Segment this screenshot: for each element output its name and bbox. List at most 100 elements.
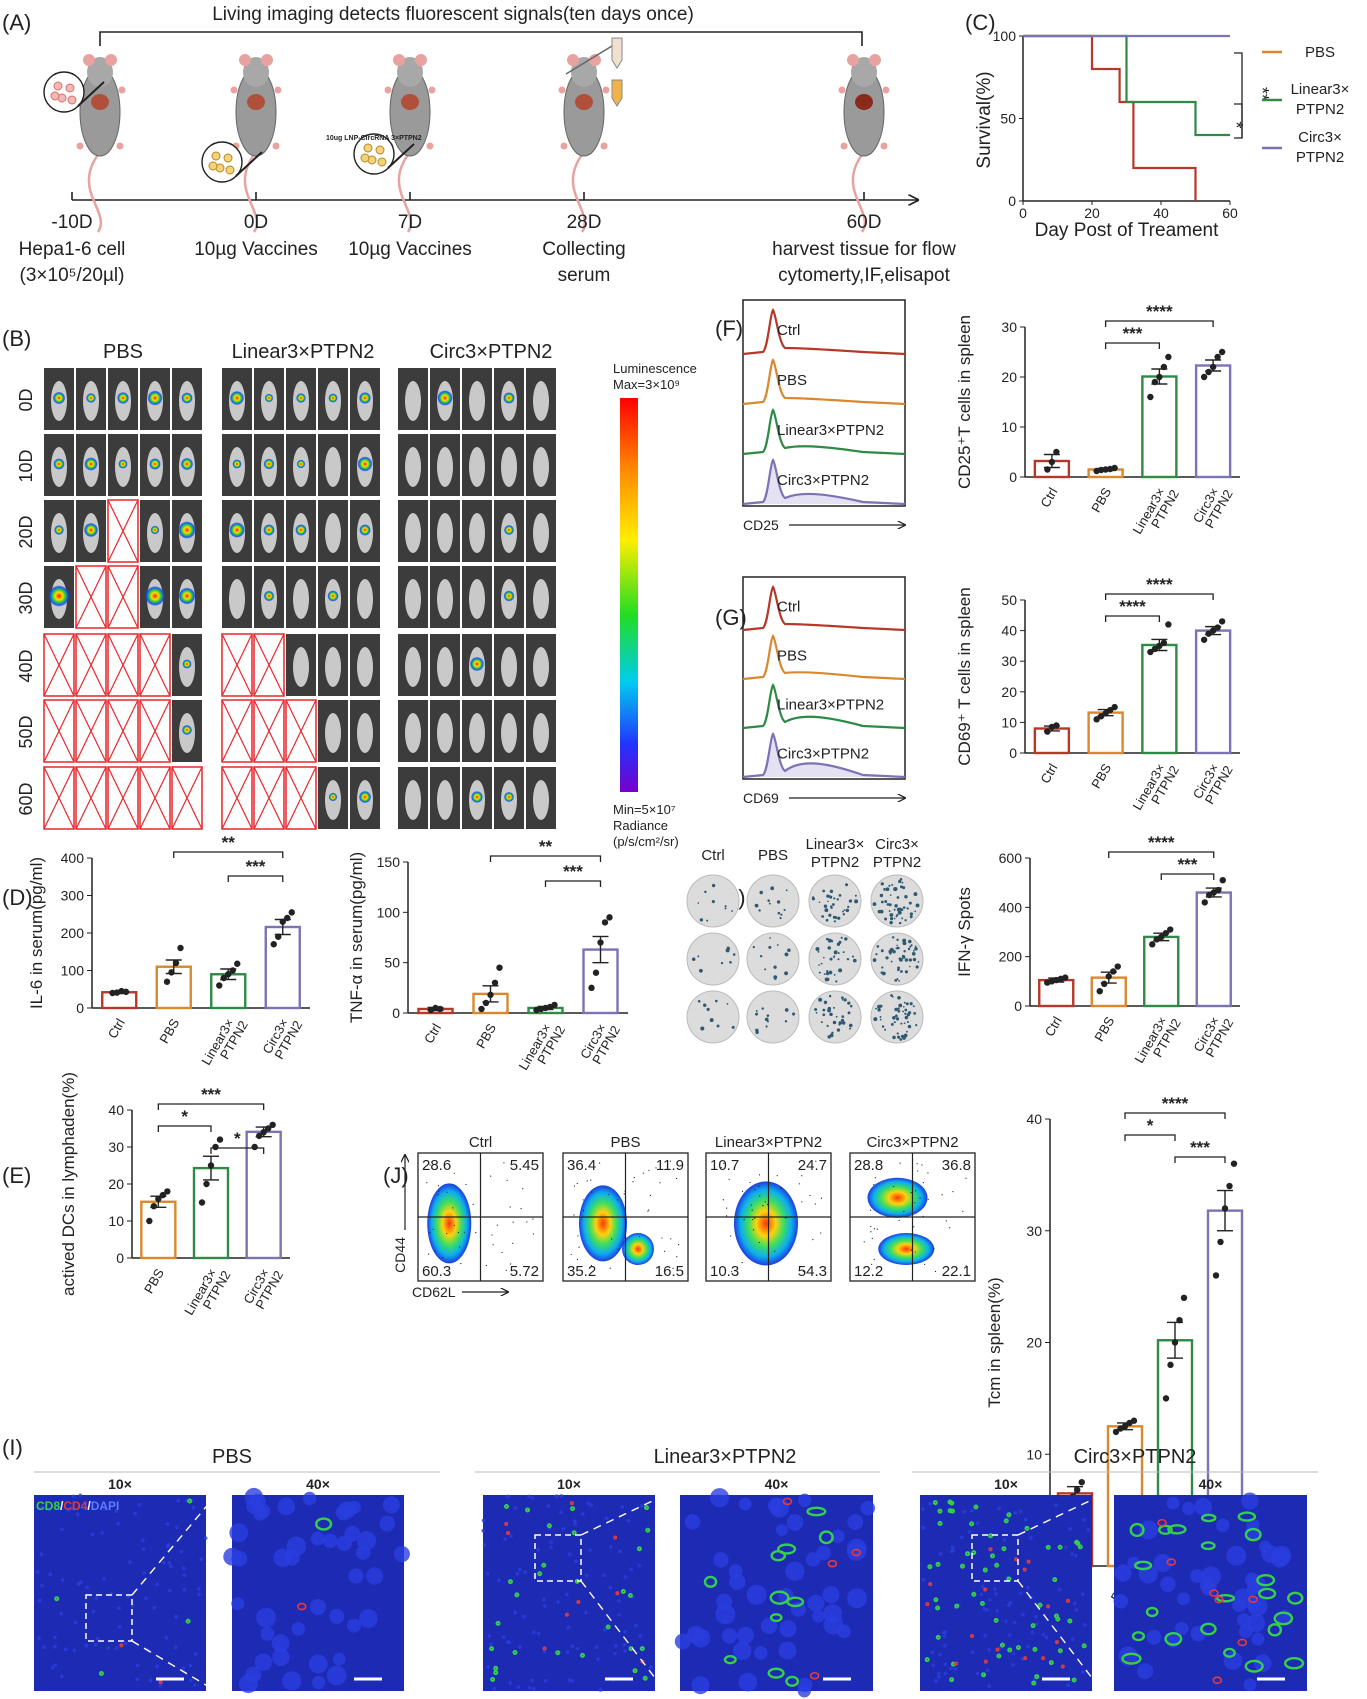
spot (899, 970, 903, 973)
cd4-cell (1023, 1656, 1028, 1661)
dapi-nucleus (561, 1527, 565, 1531)
dapi-nucleus (602, 1628, 607, 1632)
dapi-nucleus (91, 1609, 96, 1614)
dapi-nucleus (860, 1500, 876, 1516)
imaging-tile (172, 434, 202, 496)
spot (769, 937, 771, 939)
spot (784, 1008, 789, 1012)
spot (890, 1022, 894, 1026)
cd8-cell (1048, 1660, 1054, 1666)
imaging-tile (494, 566, 524, 628)
spot (897, 1007, 900, 1010)
tile-mouse (405, 381, 421, 421)
tile-mouse (533, 647, 549, 687)
dapi-nucleus (53, 1663, 58, 1668)
dapi-nucleus (951, 1548, 955, 1553)
data-point (1226, 1182, 1233, 1190)
dapi-nucleus (1080, 1592, 1085, 1597)
bar (1033, 727, 1071, 755)
spot (764, 1017, 769, 1022)
category-label: PBS (141, 1266, 167, 1296)
spot (818, 964, 820, 966)
data-point (159, 1191, 167, 1199)
spot (829, 1033, 834, 1038)
y-axis-label: CD25⁺T cells in spleen (955, 315, 974, 489)
zoom-guide (1017, 1580, 1103, 1692)
imaging-tile (44, 500, 74, 562)
spot (903, 1033, 908, 1038)
scatter-dot (750, 1204, 753, 1206)
scatter-dot (965, 1177, 967, 1179)
spot (913, 892, 918, 897)
scatter-dot (607, 1194, 610, 1196)
dapi-nucleus (566, 1625, 571, 1630)
scatter-dot (871, 1263, 873, 1265)
spot (889, 947, 894, 952)
y-tick-label: 30 (1001, 319, 1017, 335)
dapi-nucleus (487, 1634, 492, 1638)
dapi-nucleus (48, 1572, 53, 1577)
dapi-nucleus (1127, 1556, 1140, 1569)
scatter-dot (762, 1205, 764, 1207)
dapi-nucleus (256, 1607, 277, 1628)
dead-mouse-box (221, 766, 253, 830)
dapi-nucleus (1223, 1651, 1243, 1670)
cd8-cell (636, 1546, 642, 1552)
y-tick-label: 50 (1000, 111, 1016, 127)
dapi-nucleus (953, 1667, 958, 1671)
cd4-cell (504, 1521, 509, 1526)
cd8-cell (1057, 1544, 1063, 1550)
scatter-dot (914, 1251, 916, 1253)
dapi-nucleus (1138, 1520, 1158, 1540)
cd8-cell (605, 1624, 611, 1630)
dapi-nucleus (1012, 1620, 1017, 1625)
scatter-dot (759, 1195, 761, 1197)
cd4-cell (506, 1530, 511, 1535)
cd8-cell (512, 1649, 518, 1655)
dead-cross (171, 766, 203, 830)
mouse-paw (840, 142, 848, 150)
data-point (1180, 1294, 1188, 1302)
scatter-dot (941, 1194, 943, 1196)
scatter-dot (776, 1175, 778, 1177)
sig-bracket (489, 855, 602, 862)
x-axis-label: Day Post of Treament (1035, 220, 1219, 241)
cd8-cell (996, 1653, 1002, 1659)
scatter-dot (921, 1164, 923, 1166)
dapi-nucleus (164, 1635, 169, 1640)
dapi-nucleus (1251, 1632, 1265, 1646)
spot (897, 995, 901, 1000)
scatter-dot (573, 1214, 575, 1216)
cd8-cell (954, 1603, 960, 1609)
dapi-nucleus (70, 1506, 75, 1511)
dapi-nucleus (379, 1515, 396, 1532)
spot (902, 955, 906, 959)
signal-spot (147, 390, 163, 406)
dapi-nucleus (356, 1531, 377, 1551)
cd8-cell (947, 1508, 953, 1514)
timeline-day: 28D (567, 212, 602, 233)
dapi-nucleus (1044, 1635, 1049, 1640)
cd8-cell (1057, 1648, 1063, 1654)
category-label: PBS (156, 1016, 182, 1046)
dapi-nucleus (182, 1587, 187, 1592)
scatter-dot (873, 1228, 876, 1230)
tile-mouse (229, 579, 245, 619)
signal-spot (503, 524, 515, 536)
spot (893, 908, 896, 911)
dapi-nucleus (1057, 1587, 1062, 1592)
dapi-nucleus (67, 1507, 71, 1512)
data-point (1111, 464, 1118, 472)
scatter-dot (460, 1262, 462, 1265)
scatter-dot (873, 1183, 875, 1186)
dead-cross (107, 499, 139, 563)
spot (837, 916, 841, 920)
signal-spot (358, 790, 372, 804)
dapi-nucleus (549, 1540, 553, 1544)
spot (904, 1012, 907, 1015)
cd8-cell (537, 1571, 543, 1577)
spot (895, 1017, 900, 1021)
dapi-nucleus (277, 1497, 295, 1516)
spot (820, 1021, 823, 1024)
